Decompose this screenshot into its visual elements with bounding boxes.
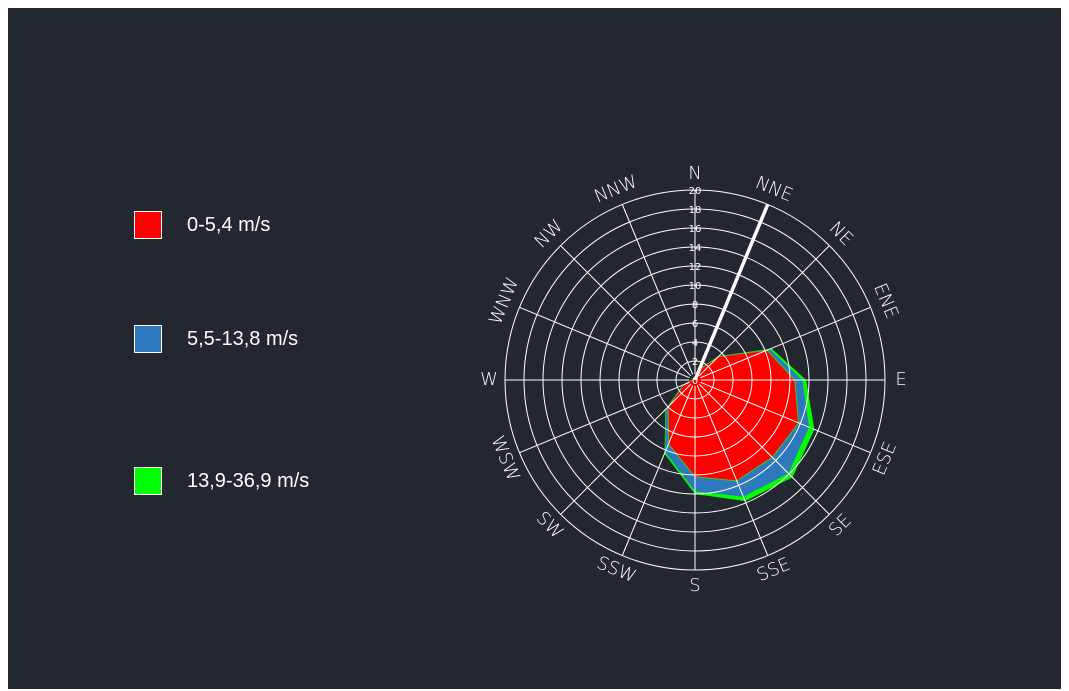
direction-label: E bbox=[895, 369, 906, 390]
radial-tick-label: 8 bbox=[692, 300, 698, 311]
grid-spoke bbox=[621, 204, 694, 375]
highlight-needle bbox=[693, 203, 770, 381]
legend-swatch-blue bbox=[134, 325, 162, 353]
grid-spoke bbox=[700, 381, 871, 454]
radial-tick-label: 12 bbox=[689, 262, 702, 273]
legend-item-0-5-4: 0-5,4 m/s bbox=[134, 211, 270, 239]
radial-tick-label: 14 bbox=[689, 243, 702, 254]
chart-frame: 0-5,4 m/s 5,5-13,8 m/s 13,9-36,9 m/s bbox=[8, 8, 1061, 689]
grid-spoke bbox=[560, 383, 692, 515]
grid-spoke bbox=[560, 245, 692, 377]
legend-swatch-green bbox=[134, 467, 162, 495]
grid-spoke bbox=[698, 383, 830, 515]
radial-tick-label: 18 bbox=[689, 205, 702, 216]
direction-label: NNW bbox=[591, 171, 640, 208]
radial-tick-label: 20 bbox=[689, 186, 702, 197]
grid-spoke bbox=[696, 385, 769, 556]
direction-label: WNW bbox=[485, 274, 523, 327]
legend-label: 5,5-13,8 m/s bbox=[187, 327, 299, 350]
direction-label: SSW bbox=[594, 552, 640, 587]
direction-label: W bbox=[480, 369, 498, 390]
radial-tick-label: 6 bbox=[692, 319, 698, 330]
legend-item-13-9-36-9: 13,9-36,9 m/s bbox=[134, 467, 309, 495]
grid-spoke bbox=[519, 381, 690, 454]
grid-spoke bbox=[698, 245, 830, 377]
legend-swatch-red bbox=[134, 211, 162, 239]
radial-tick-label: 4 bbox=[692, 338, 698, 349]
grid-spoke bbox=[700, 306, 871, 379]
legend-label: 13,9-36,9 m/s bbox=[187, 469, 310, 492]
radial-tick-label: 0 bbox=[692, 376, 698, 387]
direction-label: NE bbox=[825, 218, 857, 250]
grid-spoke bbox=[519, 306, 690, 379]
grid-spoke bbox=[621, 385, 694, 556]
direction-label: WSW bbox=[486, 433, 523, 484]
legend-label: 0-5,4 m/s bbox=[187, 213, 271, 236]
radial-tick-label: 16 bbox=[689, 224, 702, 235]
direction-label: N bbox=[688, 163, 701, 184]
legend-item-5-5-13-8: 5,5-13,8 m/s bbox=[134, 325, 298, 353]
direction-label: S bbox=[689, 575, 700, 596]
radial-tick-label: 10 bbox=[689, 281, 702, 292]
radial-tick-label: 2 bbox=[692, 357, 698, 368]
